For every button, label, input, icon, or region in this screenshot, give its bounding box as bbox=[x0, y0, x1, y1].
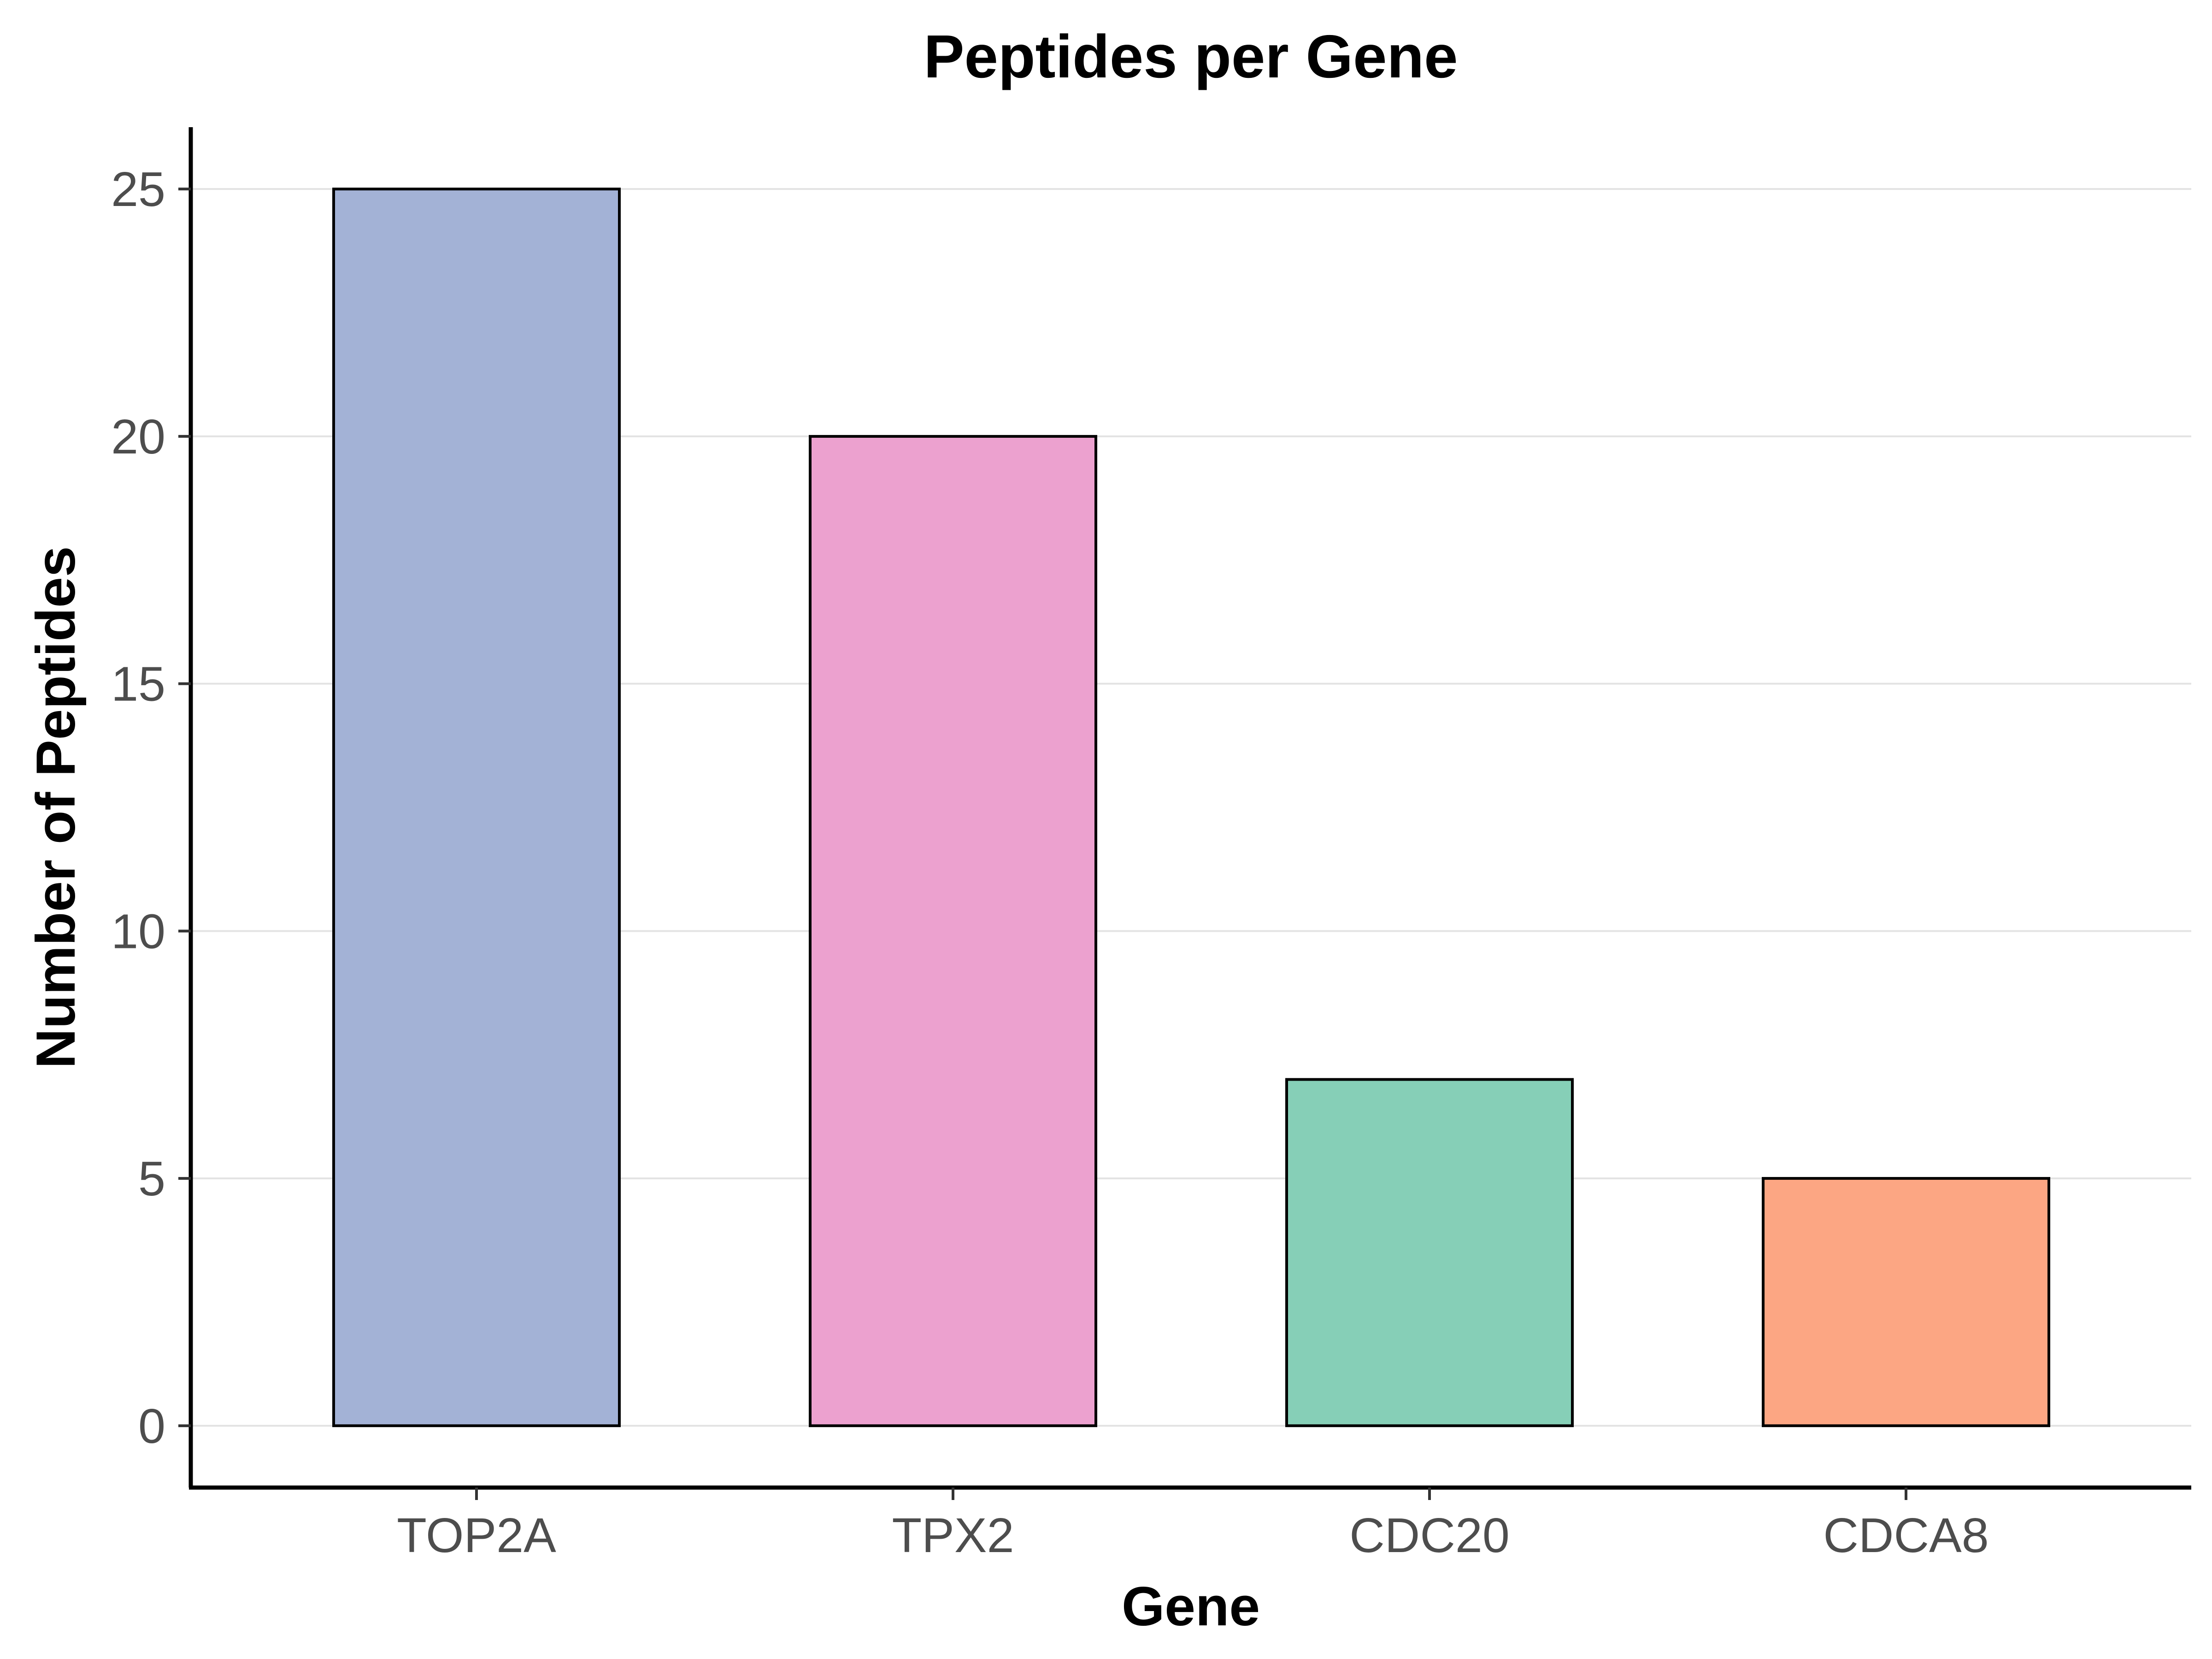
y-axis-title: Number of Peptides bbox=[25, 546, 87, 1069]
y-tick-label-0: 0 bbox=[138, 1399, 165, 1453]
x-tick-label-top2a: TOP2A bbox=[397, 1508, 556, 1563]
bar-tpx2 bbox=[809, 435, 1097, 1427]
y-tick-label-15: 15 bbox=[111, 657, 165, 712]
chart-title: Peptides per Gene bbox=[924, 23, 1458, 90]
y-tick-label-10: 10 bbox=[111, 904, 165, 959]
x-axis-ticks: TOP2A TPX2 CDC20 CDCA8 bbox=[397, 1488, 1989, 1563]
y-tick-label-20: 20 bbox=[111, 410, 165, 464]
bar-cdca8 bbox=[1762, 1177, 2050, 1427]
bar-top2a bbox=[332, 188, 621, 1427]
y-tick-label-25: 25 bbox=[111, 162, 165, 217]
x-tick-label-cdca8: CDCA8 bbox=[1823, 1508, 1988, 1563]
y-axis-ticks: 0 5 10 15 20 25 bbox=[111, 162, 191, 1453]
x-tick-label-tpx2: TPX2 bbox=[892, 1508, 1014, 1563]
axes bbox=[188, 127, 2191, 1490]
x-axis-title: Gene bbox=[1122, 1576, 1260, 1637]
bar-cdc20 bbox=[1285, 1078, 1574, 1427]
x-tick-label-cdc20: CDC20 bbox=[1349, 1508, 1510, 1563]
y-tick-label-5: 5 bbox=[138, 1152, 165, 1206]
bars bbox=[332, 188, 2050, 1427]
